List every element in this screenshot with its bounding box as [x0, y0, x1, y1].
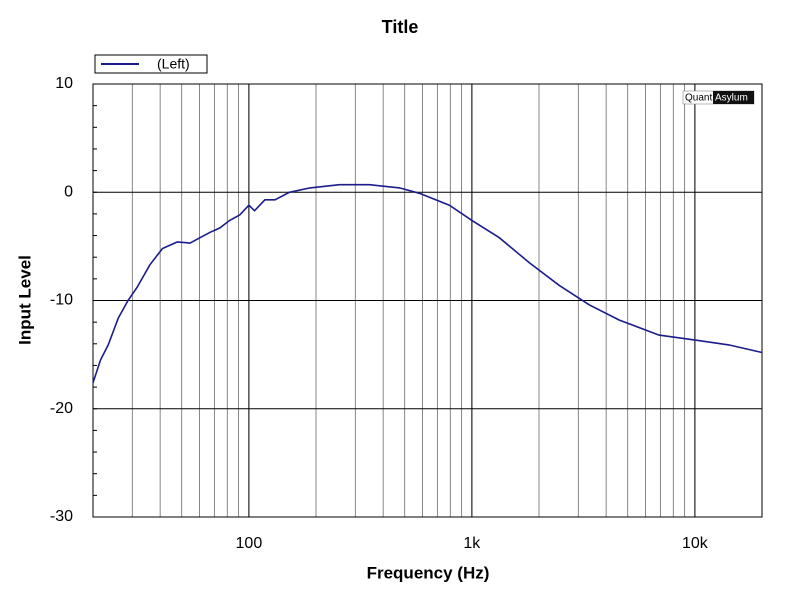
y-tick-label: -30 [50, 508, 73, 525]
y-axis-label: Input Level [15, 255, 34, 345]
legend-box [94, 54, 208, 74]
y-tick-label: -10 [50, 292, 73, 309]
x-tick-label: 10k [682, 535, 709, 552]
watermark-left: Quant [685, 93, 712, 104]
y-tick-label: 0 [64, 183, 73, 200]
watermark-dark [713, 91, 754, 104]
x-tick-label: 1k [463, 535, 481, 552]
plot-border [92, 83, 763, 518]
data-line [92, 183, 763, 384]
y-tick-label: 10 [55, 75, 73, 92]
chart-title: Title [382, 17, 419, 37]
legend-label: (Left) [157, 56, 190, 72]
y-tick-label: -20 [50, 400, 73, 417]
x-axis-label: Frequency (Hz) [367, 563, 490, 582]
x-tick-label: 100 [236, 535, 263, 552]
watermark-right: Asylum [715, 93, 748, 104]
